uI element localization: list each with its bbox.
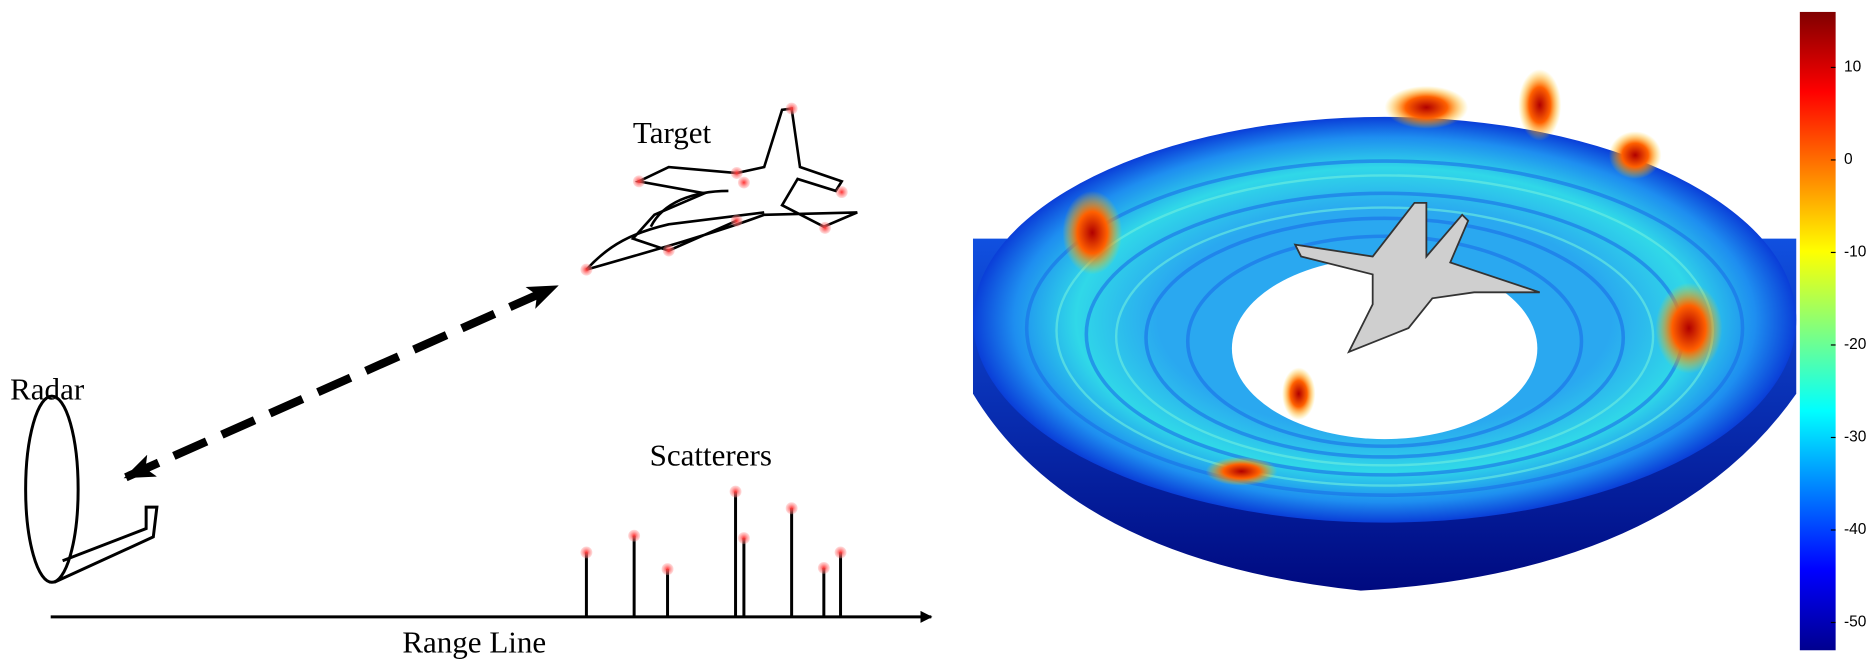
target-scatterers <box>580 103 847 276</box>
radar-dish <box>26 396 157 582</box>
colorbar-tick-label: -40 <box>1844 521 1867 538</box>
scatterers-label: Scatterers <box>650 437 772 472</box>
target-label: Target <box>633 115 712 150</box>
colorbar: 10 0 -10 -20 -30 -40 -50 <box>1800 12 1867 650</box>
schematic <box>26 103 932 617</box>
scatterer-stems <box>586 492 840 617</box>
page: Radar Target Scatterers Range Line 10 0 <box>0 0 1872 661</box>
colorbar-tick-label: 10 <box>1844 59 1862 76</box>
colorbar-tick-label: -10 <box>1844 244 1867 261</box>
radar-label: Radar <box>10 372 85 407</box>
colorbar-tick-label: -20 <box>1844 336 1867 353</box>
scatterer-dots <box>580 486 846 575</box>
colorbar-tick-label: 0 <box>1844 151 1853 168</box>
signal-arrow <box>126 286 557 477</box>
aircraft <box>586 109 857 270</box>
rcs-surface <box>973 69 1796 590</box>
range-line-label: Range Line <box>402 625 546 660</box>
colorbar-gradient <box>1800 12 1836 650</box>
colorbar-tick-label: -50 <box>1844 614 1867 631</box>
colorbar-tick-label: -30 <box>1844 429 1867 446</box>
